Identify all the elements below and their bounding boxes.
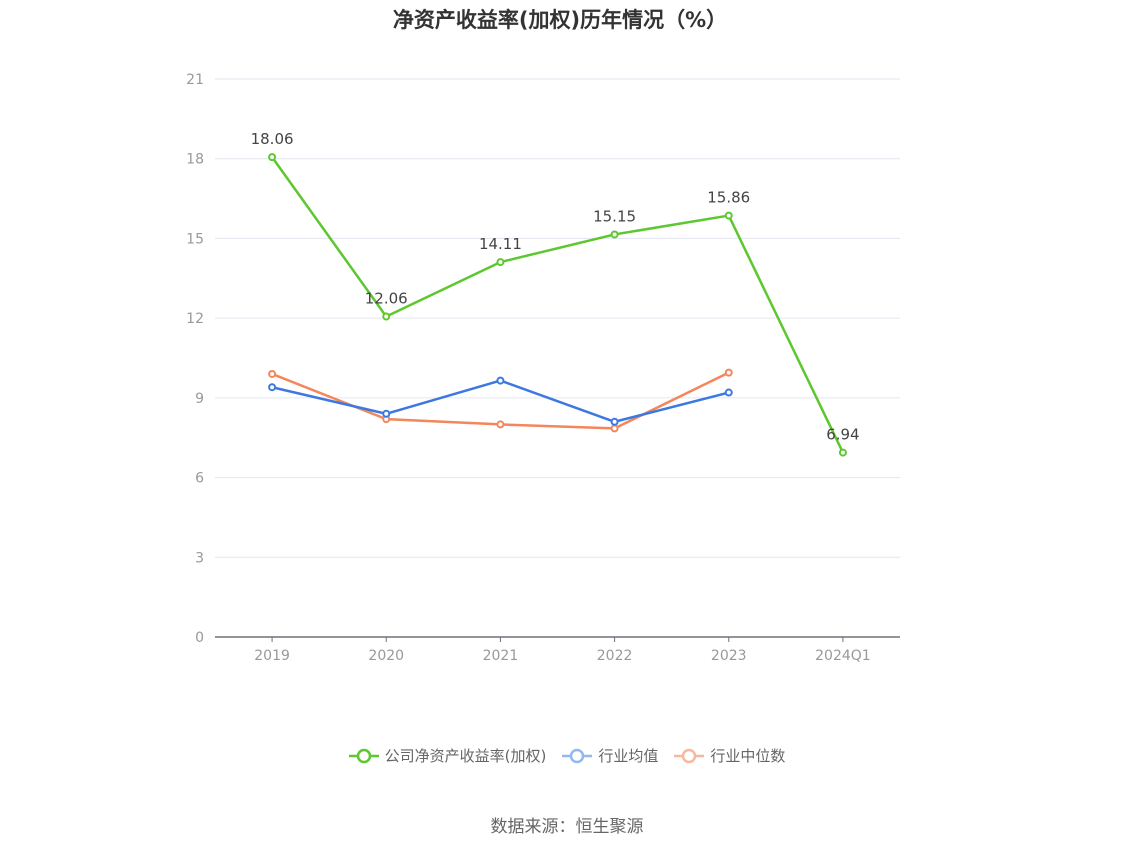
legend-label-1: 行业均值 (598, 747, 659, 765)
legend-marker-icon (674, 748, 705, 763)
legend-item-2[interactable]: 行业中位数 (674, 745, 785, 766)
source-note: 数据来源：恒生聚源 (490, 817, 644, 837)
legend-item-1[interactable]: 行业均值 (562, 745, 658, 766)
point-1-2019 (268, 383, 277, 392)
data-label-2021: 14.11 (479, 235, 522, 253)
x-tick-label-2022: 2022 (597, 648, 633, 664)
legend-marker-icon (348, 748, 379, 763)
legend: 公司净资产收益率(加权) 行业均值 行业中位数 (0, 745, 1134, 766)
y-tick-label-3: 3 (195, 550, 204, 566)
point-1-2022 (610, 417, 619, 426)
series-line-0 (271, 156, 845, 454)
series-lines (268, 153, 847, 457)
point-0-2021 (496, 258, 505, 267)
x-tick-label-2019: 2019 (254, 648, 290, 664)
point-1-2020 (382, 409, 391, 418)
data-label-2022: 15.15 (593, 207, 636, 225)
data-label-2019: 18.06 (251, 130, 294, 148)
point-2-2022 (610, 424, 619, 433)
y-tick-label-18: 18 (186, 152, 204, 168)
legend-label-0: 公司净资产收益率(加权) (384, 747, 547, 765)
x-tick-label-2023: 2023 (711, 648, 747, 664)
y-tick-label-0: 0 (195, 630, 204, 646)
point-0-2020 (382, 312, 391, 321)
y-tick-label-21: 21 (186, 72, 204, 88)
data-labels: 18.06 12.06 14.11 15.15 15.86 6.94 (251, 130, 860, 443)
data-label-2024Q1: 6.94 (826, 426, 859, 444)
y-tick-label-9: 9 (195, 391, 204, 407)
y-tick-label-6: 6 (195, 471, 204, 487)
point-2-2021 (496, 420, 505, 429)
point-0-2024Q1 (838, 448, 847, 457)
point-0-2023 (724, 211, 733, 220)
x-tick-label-2021: 2021 (483, 648, 519, 664)
y-tick-label-12: 12 (186, 311, 204, 327)
point-0-2019 (268, 153, 277, 162)
axes: 0 3 6 9 12 15 18 21 2019 2020 2021 2022 2023 2024Q1 (186, 72, 900, 664)
point-1-2021 (496, 376, 505, 385)
legend-item-0[interactable]: 公司净资产收益率(加权) (348, 745, 547, 766)
y-tick-label-15: 15 (186, 231, 204, 247)
grid-lines (215, 78, 900, 558)
data-label-2020: 12.06 (365, 290, 408, 308)
point-1-2023 (724, 388, 733, 397)
x-tick-label-2020: 2020 (368, 648, 404, 664)
legend-label-2: 行业中位数 (710, 747, 786, 765)
point-2-2023 (724, 368, 733, 377)
data-label-2023: 15.86 (707, 189, 750, 207)
point-2-2019 (268, 369, 277, 378)
x-tick-label-2024Q1: 2024Q1 (815, 648, 871, 664)
chart-title: 净资产收益率(加权)历年情况（%） (392, 8, 728, 32)
legend-marker-icon (562, 748, 593, 763)
point-0-2022 (610, 230, 619, 239)
